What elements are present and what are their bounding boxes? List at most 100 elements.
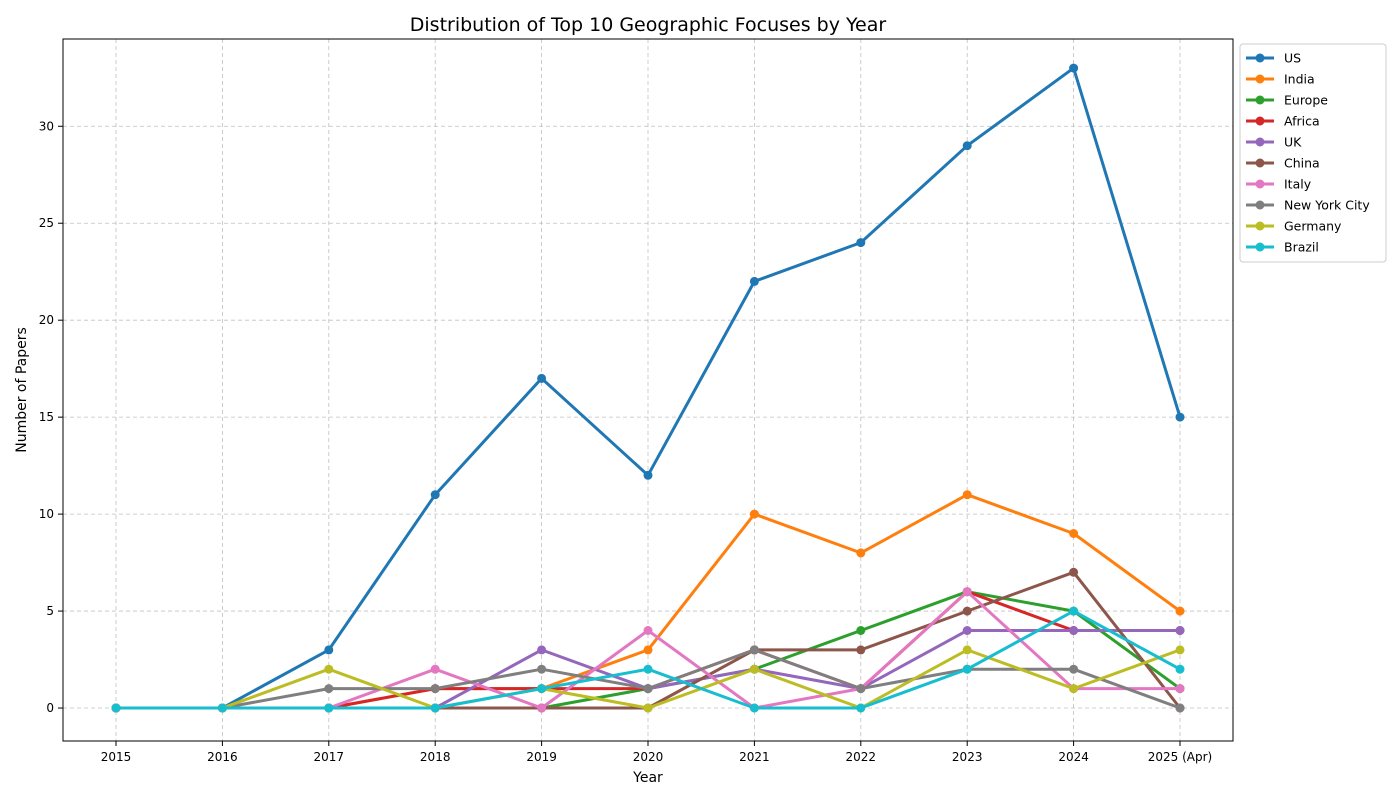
data-point (856, 645, 866, 655)
data-point (749, 703, 759, 713)
data-point (856, 703, 866, 713)
series-lines (111, 63, 1185, 713)
data-point (324, 703, 334, 713)
legend-swatch-marker (1255, 116, 1265, 126)
data-point (962, 664, 972, 674)
legend-item: Europe (1246, 93, 1328, 108)
data-point (749, 276, 759, 286)
series-brazil (111, 606, 1185, 713)
legend-label: Italy (1284, 177, 1312, 192)
data-point (643, 664, 653, 674)
data-point (1175, 664, 1185, 674)
y-tick-label: 0 (46, 701, 54, 715)
data-point (217, 703, 227, 713)
data-point (643, 684, 653, 694)
data-point (537, 373, 547, 383)
data-point (749, 664, 759, 674)
legend-swatch-marker (1255, 74, 1265, 84)
data-point (1175, 626, 1185, 635)
x-tick-label: 2016 (207, 750, 238, 764)
data-point (643, 470, 653, 480)
x-axis-label: Year (632, 770, 663, 786)
legend-item: Germany (1246, 219, 1342, 234)
x-tick-label: 2020 (633, 750, 664, 764)
x-tick-label: 2023 (952, 750, 983, 764)
data-point (537, 645, 547, 655)
data-point (962, 587, 972, 597)
legend-label: UK (1284, 135, 1302, 150)
y-tick-label: 25 (39, 216, 54, 230)
legend-swatch-marker (1255, 137, 1265, 147)
y-tick-label: 15 (39, 410, 54, 424)
y-tick-label: 10 (39, 507, 54, 521)
legend-label: China (1284, 156, 1320, 171)
legend-item: US (1246, 51, 1301, 66)
x-tick-label: 2017 (314, 750, 345, 764)
x-tick-label: 2019 (526, 750, 557, 764)
data-point (1175, 684, 1185, 694)
legend-item: China (1246, 156, 1320, 171)
legend-swatch-marker (1255, 158, 1265, 168)
data-point (1069, 567, 1079, 577)
y-tick-label: 30 (39, 119, 54, 133)
data-point (1069, 626, 1079, 635)
data-point (856, 684, 866, 694)
y-tick-label: 20 (39, 313, 54, 327)
legend-label: Germany (1284, 219, 1342, 234)
data-point (749, 645, 759, 655)
data-point (111, 703, 121, 713)
legend-item: India (1246, 72, 1315, 87)
legend-item: Africa (1246, 114, 1320, 129)
legend-swatch-marker (1255, 221, 1265, 231)
data-point (1069, 664, 1079, 674)
data-point (324, 645, 334, 655)
data-point (324, 664, 334, 674)
grid-lines (63, 39, 1233, 741)
y-tick-label: 5 (46, 604, 54, 618)
x-tick-label: 2015 (101, 750, 132, 764)
data-point (1069, 63, 1079, 73)
legend-swatch-marker (1255, 95, 1265, 105)
data-point (1175, 645, 1185, 655)
x-axis-ticks: 2015 2016 2017 2018 2019 2020 2021 2022 2023 2024… (101, 741, 1212, 764)
x-tick-label: 2018 (420, 750, 451, 764)
y-axis-ticks: 0 5 10 15 20 25 30 (39, 119, 63, 715)
data-point (430, 684, 440, 694)
legend-label: US (1284, 51, 1301, 66)
data-point (1175, 606, 1185, 616)
chart-title: Distribution of Top 10 Geographic Focuse… (410, 14, 887, 36)
data-point (749, 509, 759, 519)
data-point (856, 548, 866, 558)
legend-swatch-marker (1255, 53, 1265, 63)
data-point (962, 141, 972, 151)
data-point (430, 664, 440, 674)
legend-swatch-marker (1255, 179, 1265, 189)
legend-swatch-marker (1255, 200, 1265, 210)
data-point (324, 684, 334, 694)
data-point (1175, 703, 1185, 713)
x-tick-label: 2024 (1058, 750, 1089, 764)
legend-item: New York City (1246, 198, 1370, 213)
data-point (537, 684, 547, 694)
data-point (430, 703, 440, 713)
data-point (643, 645, 653, 655)
legend: US India Europe Africa UK China Italy New York … (1239, 43, 1387, 263)
legend-label: Africa (1284, 114, 1320, 129)
data-point (962, 626, 972, 635)
data-point (962, 490, 972, 500)
legend-item: Brazil (1246, 240, 1319, 255)
legend-item: Italy (1246, 177, 1312, 192)
data-point (962, 645, 972, 655)
y-axis-label: Number of Papers (14, 327, 30, 453)
legend-item: UK (1246, 135, 1302, 150)
legend-label: Europe (1284, 93, 1328, 108)
legend-box (1239, 43, 1387, 263)
data-point (537, 703, 547, 713)
data-point (1069, 684, 1079, 694)
data-point (643, 703, 653, 713)
x-tick-label: 2022 (846, 750, 877, 764)
data-point (856, 238, 866, 248)
legend-label: New York City (1284, 198, 1370, 213)
legend-swatch-marker (1255, 242, 1265, 252)
